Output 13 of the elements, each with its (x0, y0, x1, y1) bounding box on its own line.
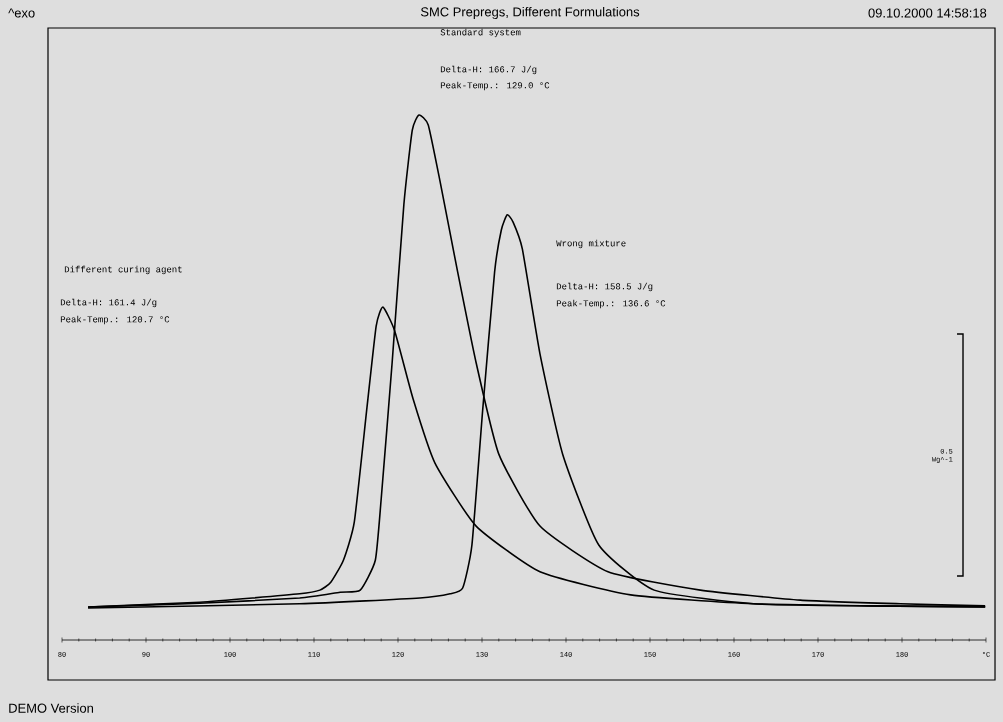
text: ^exo (8, 8, 35, 18)
annotation: Peak-Temp.: 120.7 °C (60, 315, 170, 325)
annotation: Peak-Temp.: 136.6 °C (556, 299, 666, 309)
annotation: Delta-H: 161.4 J/g (60, 298, 157, 308)
text: 09.10.2000 14:58:18 (868, 8, 987, 18)
annotation: Wrong mixture (556, 239, 626, 249)
chart-title: SMC Prepregs, Different Formulations (420, 6, 640, 20)
text: Peak-Temp.: 129.0 °C (440, 81, 550, 91)
annotation: Delta-H: 158.5 J/g (556, 282, 653, 292)
text: DEMO Version (9, 703, 94, 713)
annotation: Different curing agent (64, 265, 182, 275)
text: Standard system (440, 28, 521, 38)
text: Delta-H: 166.7 J/g (440, 65, 537, 75)
